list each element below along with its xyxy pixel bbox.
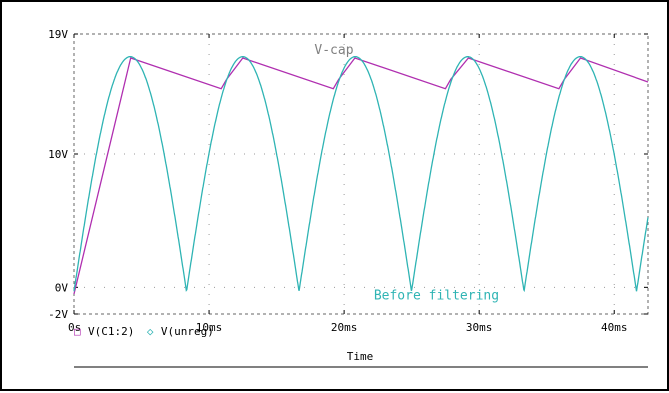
annotation-1: Before filtering <box>374 288 499 303</box>
x-tick-label-4: 40ms <box>601 321 628 334</box>
x-tick-label-2: 20ms <box>331 321 358 334</box>
y-tick-label-1: 0V <box>55 281 69 294</box>
x-tick-label-1: 10ms <box>196 321 223 334</box>
legend-symbol-0: □ <box>74 325 81 338</box>
annotations: V-cap Before filtering <box>314 43 499 303</box>
y-tick-label-2: 10V <box>48 148 68 161</box>
legend-label-1: V(unreg) <box>161 325 214 338</box>
y-tick-label-3: 19V <box>48 28 68 41</box>
legend-label-0: V(C1:2) <box>88 325 134 338</box>
series-group <box>73 56 649 295</box>
plot-area <box>73 33 649 315</box>
x-axis-label: Time <box>347 350 374 363</box>
y-tick-label-0: -2V <box>48 308 68 321</box>
grid <box>74 34 648 314</box>
axis-ticks: 0s 10ms 20ms 30ms 40ms -2V 0V 10V 19V <box>48 28 648 334</box>
legend-symbol-1: ◇ <box>147 325 154 338</box>
series-line-v-unreg <box>73 56 649 293</box>
x-tick-label-3: 30ms <box>466 321 493 334</box>
series-line-v-c1-2 <box>73 57 649 295</box>
annotation-0: V-cap <box>314 43 353 58</box>
x-tick-label-0: 0s <box>68 321 81 334</box>
legend: □ V(C1:2) ◇ V(unreg) <box>74 325 214 338</box>
